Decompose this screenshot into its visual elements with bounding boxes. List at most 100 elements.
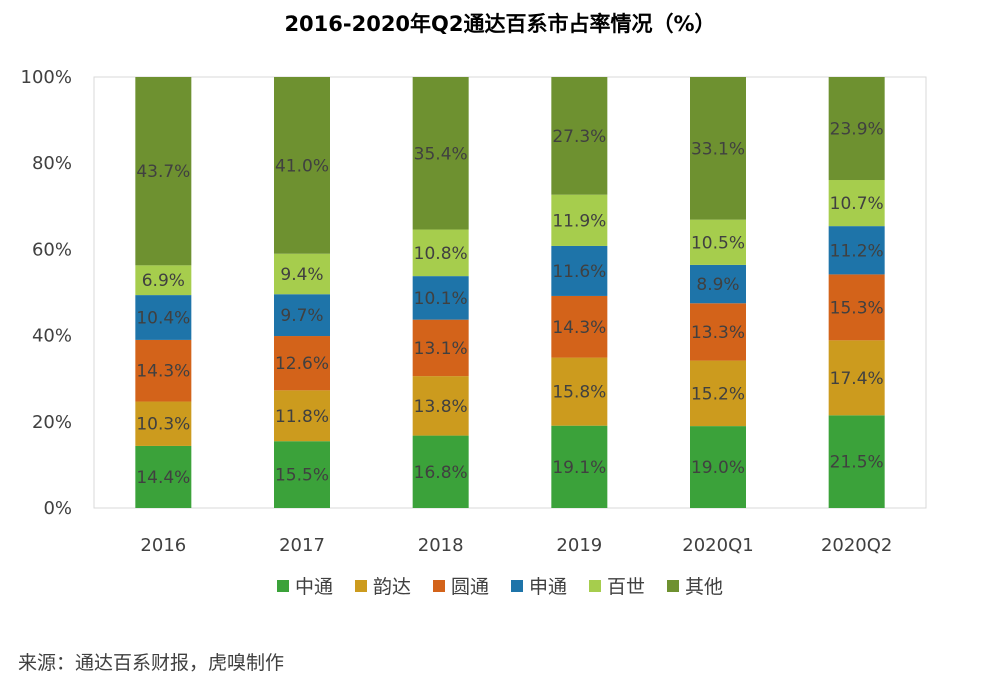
bar-segment [551, 194, 608, 246]
data-label: 13.8% [414, 397, 468, 417]
y-tick-label: 100% [21, 67, 72, 88]
data-label: 21.5% [830, 453, 884, 473]
data-label: 13.3% [691, 323, 745, 343]
plot-area-border [93, 76, 927, 509]
bar-segment [135, 401, 192, 446]
legend-item: 其他 [667, 572, 723, 599]
legend-swatch [354, 579, 367, 592]
data-label: 23.9% [830, 120, 884, 140]
x-tick-label: 2018 [418, 535, 464, 556]
bar-segment [135, 339, 192, 402]
legend-item: 申通 [511, 572, 567, 599]
data-label: 14.3% [552, 318, 606, 338]
bar-segment [690, 219, 746, 265]
bar-segment [828, 77, 885, 181]
legend-item: 百世 [589, 572, 645, 599]
legend-swatch [667, 579, 680, 592]
data-label: 19.0% [691, 458, 745, 478]
data-label: 11.6% [552, 262, 606, 282]
data-label: 6.9% [142, 271, 185, 291]
bar-segment [828, 340, 885, 416]
x-tick-label: 2016 [140, 535, 186, 556]
legend-label: 申通 [529, 576, 568, 598]
bar-segment [690, 360, 746, 427]
legend-swatch [589, 579, 602, 592]
data-label: 10.3% [136, 415, 190, 435]
data-label: 13.1% [414, 339, 468, 359]
bar-segment [274, 336, 330, 391]
bar-segment [551, 295, 608, 358]
legend-label: 百世 [607, 576, 646, 598]
source-note: 来源：通达百系财报，虎嗅制作 [18, 652, 285, 674]
bar-segment [135, 445, 192, 508]
data-label: 9.4% [280, 265, 323, 285]
bar-segment [412, 319, 469, 377]
data-label: 15.5% [275, 466, 329, 486]
data-label: 8.9% [696, 275, 739, 295]
data-label: 10.5% [691, 233, 745, 253]
x-tick-label: 2020Q2 [821, 535, 892, 556]
chart-title: 2016-2020年Q2通达百系市占率情况（%） [284, 12, 716, 36]
bar-segment [274, 77, 330, 254]
legend-label: 韵达 [372, 576, 411, 598]
y-tick-label: 80% [32, 153, 72, 174]
bar-segment [828, 180, 885, 227]
bar-segment [690, 264, 746, 304]
data-label: 35.4% [414, 144, 468, 164]
bar-segment [274, 294, 330, 337]
bar-segment [412, 376, 469, 436]
legend-item: 圆通 [432, 572, 489, 599]
data-label: 12.6% [275, 354, 329, 374]
data-label: 14.3% [136, 362, 190, 382]
data-label: 10.4% [136, 308, 190, 328]
data-label: 41.0% [275, 156, 329, 176]
bar-segment [828, 274, 885, 341]
x-tick-label: 2019 [556, 535, 602, 556]
bar-segment [135, 295, 192, 340]
bar-segment [551, 245, 608, 296]
bar-segment [412, 77, 469, 230]
legend-swatch [276, 579, 289, 592]
data-label: 11.9% [552, 211, 606, 231]
bar-segment [412, 435, 469, 508]
bar-segment [690, 77, 746, 220]
bar-segment [551, 425, 608, 508]
legend-swatch [432, 579, 445, 592]
bar-segment [135, 265, 192, 296]
bar-segment [274, 253, 330, 295]
data-label: 10.7% [830, 194, 884, 214]
x-tick-label: 2020Q1 [682, 535, 753, 556]
legend-item: 中通 [276, 572, 333, 599]
bar-segment [690, 303, 746, 361]
data-label: 10.8% [414, 244, 468, 264]
data-label: 10.1% [414, 289, 468, 309]
data-label: 16.8% [414, 463, 468, 483]
bar-segment [828, 226, 885, 275]
x-tick-label: 2017 [279, 535, 325, 556]
bar-segment [412, 229, 469, 277]
legend-swatch [511, 579, 523, 592]
y-tick-label: 40% [32, 326, 72, 347]
bar-segment [135, 77, 192, 266]
bar-segment [690, 426, 746, 508]
data-label: 43.7% [136, 162, 190, 182]
bar-segment [551, 357, 608, 426]
y-tick-label: 0% [43, 498, 72, 519]
data-label: 11.8% [275, 407, 329, 427]
bar-segment [274, 441, 330, 508]
data-label: 15.3% [830, 298, 884, 318]
bar-segment [828, 415, 885, 508]
y-tick-label: 60% [32, 239, 72, 260]
chart-legend: 中通 韵达 圆通 申通 百世 其他 [0, 572, 1000, 599]
bar-segment [551, 77, 608, 195]
data-label: 19.1% [552, 458, 606, 478]
data-label: 14.4% [136, 468, 190, 488]
data-label: 27.3% [552, 127, 606, 147]
data-label: 15.8% [552, 383, 606, 403]
data-label: 33.1% [691, 139, 745, 159]
data-label: 9.7% [280, 306, 323, 326]
y-tick-label: 20% [32, 412, 72, 433]
legend-label: 圆通 [450, 576, 489, 598]
data-label: 11.2% [830, 241, 884, 261]
